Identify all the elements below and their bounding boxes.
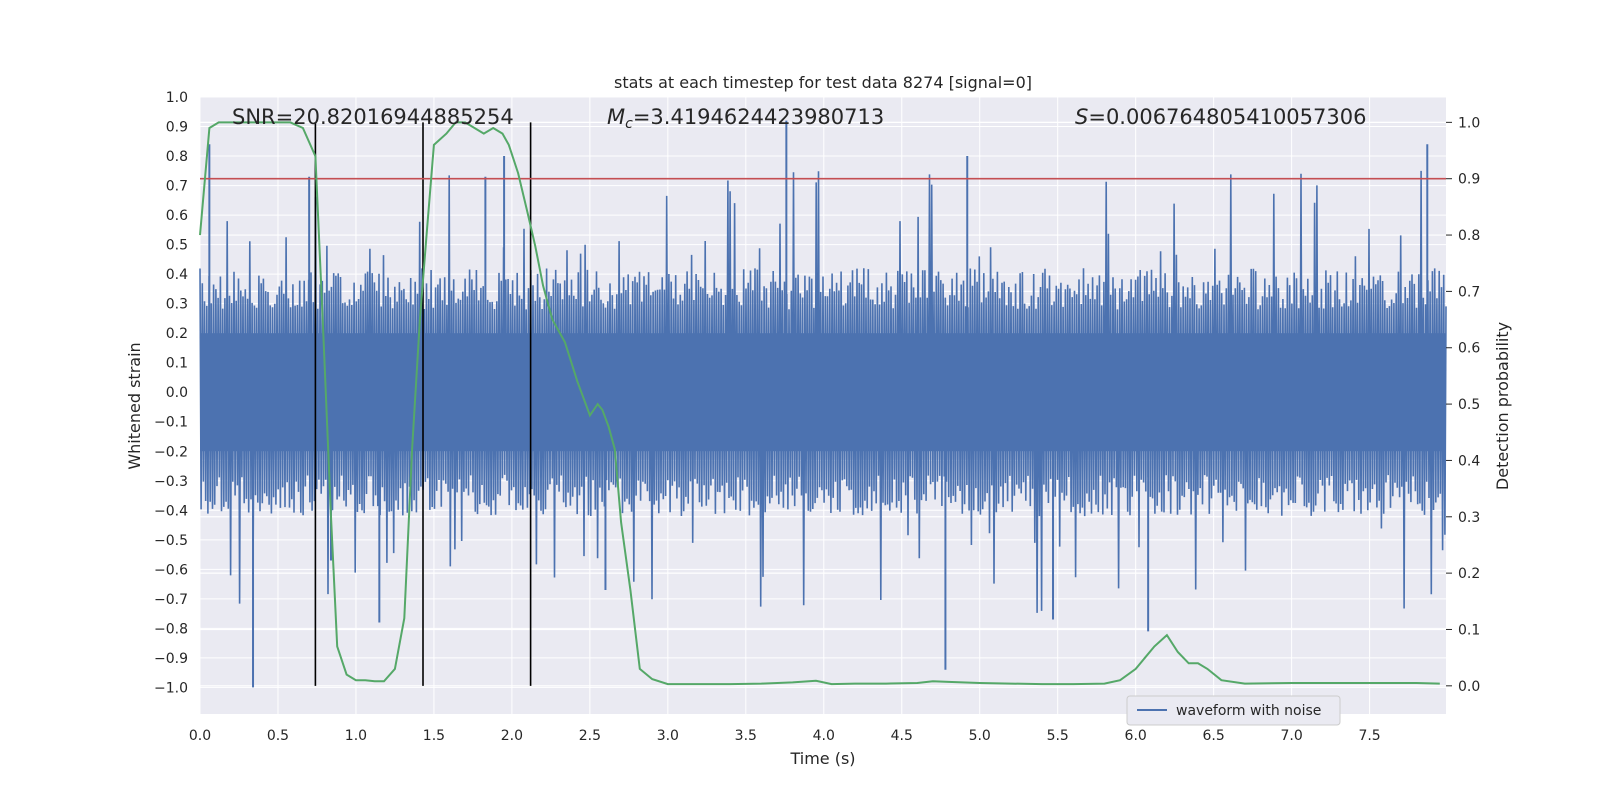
left-tick-label: −0.9 — [154, 651, 188, 667]
left-tick-label: 0.9 — [166, 120, 188, 136]
right-tick-label: 1.0 — [1458, 115, 1480, 131]
waveform-core-band — [200, 333, 1446, 452]
right-tick-label: 0.1 — [1458, 622, 1480, 638]
probability-line — [199, 121, 1440, 686]
x-tick-label: 0.5 — [267, 728, 289, 744]
waveform-spikes — [208, 120, 1429, 688]
x-tick-label: 1.0 — [345, 728, 367, 744]
right-tick-label: 0.8 — [1458, 228, 1480, 244]
x-axis-label: Time (s) — [789, 749, 855, 768]
right-tick-label: 0.3 — [1458, 510, 1480, 526]
left-tick-label: 0.8 — [166, 149, 188, 165]
x-tick-label: 2.5 — [579, 728, 601, 744]
x-tick-label: 7.5 — [1358, 728, 1380, 744]
left-tick-label: −0.6 — [154, 562, 188, 578]
mc-value: =3.4194624423980713 — [633, 105, 884, 129]
right-tick-label: 0.7 — [1458, 284, 1480, 300]
left-tick-label: 1.0 — [166, 90, 188, 106]
right-tick-labels: 1.0 0.9 0.8 0.7 0.6 0.5 0.4 0.3 0.2 0.1 0.0 — [1446, 115, 1480, 695]
vertical-markers — [314, 122, 532, 686]
left-tick-label: −1.0 — [154, 680, 188, 696]
right-tick-label: 0.6 — [1458, 341, 1480, 357]
right-tick-label: 0.2 — [1458, 566, 1480, 582]
probability-series — [199, 121, 1440, 686]
right-tick-label: 0.4 — [1458, 453, 1480, 469]
left-tick-label: −0.3 — [154, 474, 188, 490]
x-tick-label: 3.5 — [735, 728, 757, 744]
left-tick-label: −0.5 — [154, 533, 188, 549]
left-tick-label: 0.7 — [166, 179, 188, 195]
x-tick-label: 5.0 — [969, 728, 991, 744]
left-tick-label: −0.2 — [154, 444, 188, 460]
legend-label: waveform with noise — [1176, 703, 1321, 719]
mc-symbol: M — [607, 105, 625, 129]
left-tick-label: 0.5 — [166, 238, 188, 254]
left-tick-label: 0.0 — [166, 385, 188, 401]
x-tick-label: 0.0 — [189, 728, 211, 744]
x-tick-labels: 0.0 0.5 1.0 1.5 2.0 2.5 3.0 3.5 4.0 4.5 5.0 5.5 6.0 6… — [189, 728, 1381, 744]
left-tick-label: −0.7 — [154, 592, 188, 608]
left-tick-label: 0.4 — [166, 267, 188, 283]
x-tick-label: 3.0 — [657, 728, 679, 744]
right-tick-label: 0.9 — [1458, 172, 1480, 188]
right-y-axis-label: Detection probability — [1493, 322, 1512, 490]
chirp-mass-annotation: Mc=3.4194624423980713 — [607, 105, 884, 132]
x-tick-label: 2.0 — [501, 728, 523, 744]
x-tick-label: 4.0 — [813, 728, 835, 744]
mc-subscript: c — [625, 116, 633, 132]
left-tick-label: −0.1 — [154, 415, 188, 431]
x-tick-label: 5.5 — [1047, 728, 1069, 744]
right-tick-label: 0.0 — [1458, 679, 1480, 695]
left-tick-label: 0.2 — [166, 326, 188, 342]
s-symbol: S — [1075, 105, 1088, 129]
legend: waveform with noise — [1126, 695, 1341, 726]
s-annotation: S=0.006764805410057306 — [1075, 105, 1366, 129]
legend-box — [1126, 695, 1341, 726]
x-tick-label: 6.5 — [1203, 728, 1225, 744]
left-tick-label: 0.1 — [166, 356, 188, 372]
x-tick-label: 4.5 — [891, 728, 913, 744]
x-tick-label: 1.5 — [423, 728, 445, 744]
left-tick-label: 0.6 — [166, 208, 188, 224]
left-tick-label: −0.4 — [154, 503, 188, 519]
snr-annotation: SNR=20.82016944885254 — [232, 105, 514, 129]
x-tick-label: 6.0 — [1125, 728, 1147, 744]
chart-title: stats at each timestep for test data 827… — [614, 73, 1032, 92]
left-tick-label: −0.8 — [154, 621, 188, 637]
x-tick-label: 7.0 — [1280, 728, 1302, 744]
waveform-series — [199, 170, 1447, 613]
left-y-axis-label: Whitened strain — [125, 342, 144, 469]
left-tick-labels: 1.0 0.9 0.8 0.7 0.6 0.5 0.4 0.3 0.2 0.1 0.0 −0.1 −0.… — [154, 90, 188, 696]
s-value: =0.006764805410057306 — [1088, 105, 1366, 129]
left-tick-label: 0.3 — [166, 297, 188, 313]
right-tick-label: 0.5 — [1458, 397, 1480, 413]
